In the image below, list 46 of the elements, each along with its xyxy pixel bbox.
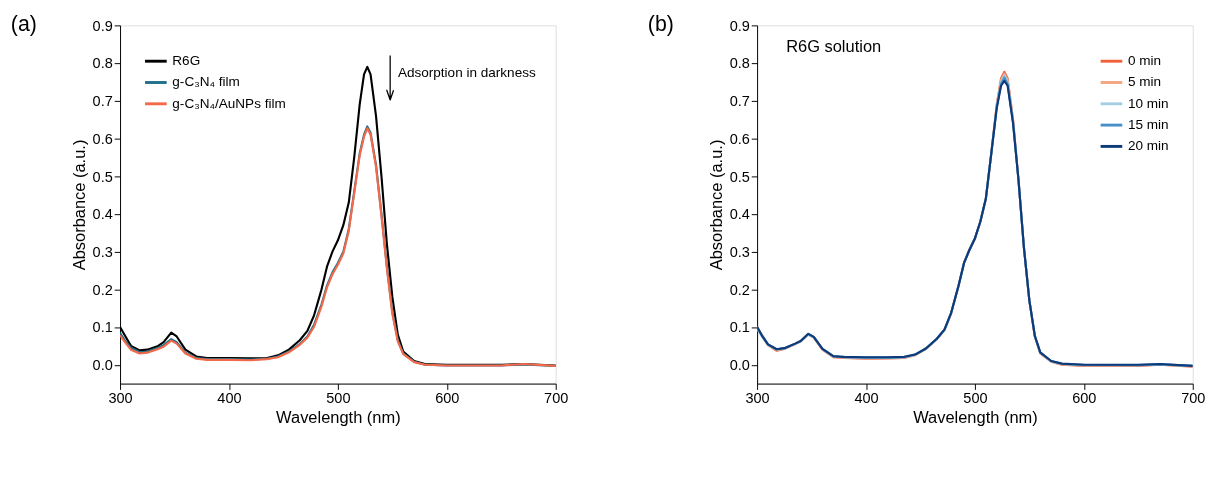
y-tick-label: 0.6: [92, 130, 113, 147]
x-axis-title: Wavelength (nm): [913, 407, 1038, 426]
y-tick-label: 0.6: [729, 130, 750, 147]
chart-title: (a): [10, 12, 37, 37]
y-tick-label: 0.3: [92, 243, 113, 260]
legend-label: g-C₃N₄/AuNPs film: [172, 95, 286, 111]
y-tick-label: 0.1: [729, 319, 750, 336]
y-tick-label: 0.2: [92, 281, 113, 298]
y-tick-label: 0.2: [729, 281, 750, 298]
x-axis-title: Wavelength (nm): [276, 407, 401, 426]
y-tick-label: 0.9: [92, 17, 113, 34]
legend-label: 20 min: [1127, 138, 1169, 154]
y-tick-label: 0.5: [92, 168, 113, 185]
x-tick-label: 400: [217, 390, 242, 407]
x-tick-label: 700: [544, 390, 569, 407]
chart-title: (b): [647, 12, 674, 37]
x-tick-label: 600: [435, 390, 460, 407]
x-tick-label: 400: [854, 390, 879, 407]
y-tick-label: 0.1: [92, 319, 113, 336]
x-tick-label: 500: [326, 390, 351, 407]
y-tick-label: 0.9: [729, 17, 750, 34]
x-tick-label: 500: [963, 390, 988, 407]
legend-label: 5 min: [1127, 74, 1162, 90]
y-tick-label: 0.7: [92, 93, 113, 110]
x-tick-label: 600: [1072, 390, 1097, 407]
y-tick-label: 0.4: [729, 206, 750, 223]
annotation: R6G solution: [786, 36, 882, 55]
legend-label: 10 min: [1127, 95, 1169, 111]
legend-label: g-C₃N₄ film: [172, 74, 240, 90]
annotation: Adsorption in darkness: [397, 64, 536, 80]
y-tick-label: 0.8: [729, 55, 750, 72]
y-axis-title: Absorbance (a.u.): [69, 139, 88, 271]
y-tick-label: 0.0: [729, 357, 750, 374]
legend-label: 15 min: [1127, 116, 1169, 132]
y-tick-label: 0.3: [729, 243, 750, 260]
x-tick-label: 700: [1181, 390, 1206, 407]
x-tick-label: 300: [108, 390, 133, 407]
y-tick-label: 0.5: [729, 168, 750, 185]
legend-label: R6G: [172, 53, 201, 69]
x-tick-label: 300: [745, 390, 770, 407]
y-tick-label: 0.0: [92, 357, 113, 374]
y-tick-label: 0.8: [92, 55, 113, 72]
y-axis-title: Absorbance (a.u.): [706, 139, 725, 271]
y-tick-label: 0.4: [92, 206, 113, 223]
legend-label: 0 min: [1127, 53, 1162, 69]
y-tick-label: 0.7: [729, 93, 750, 110]
